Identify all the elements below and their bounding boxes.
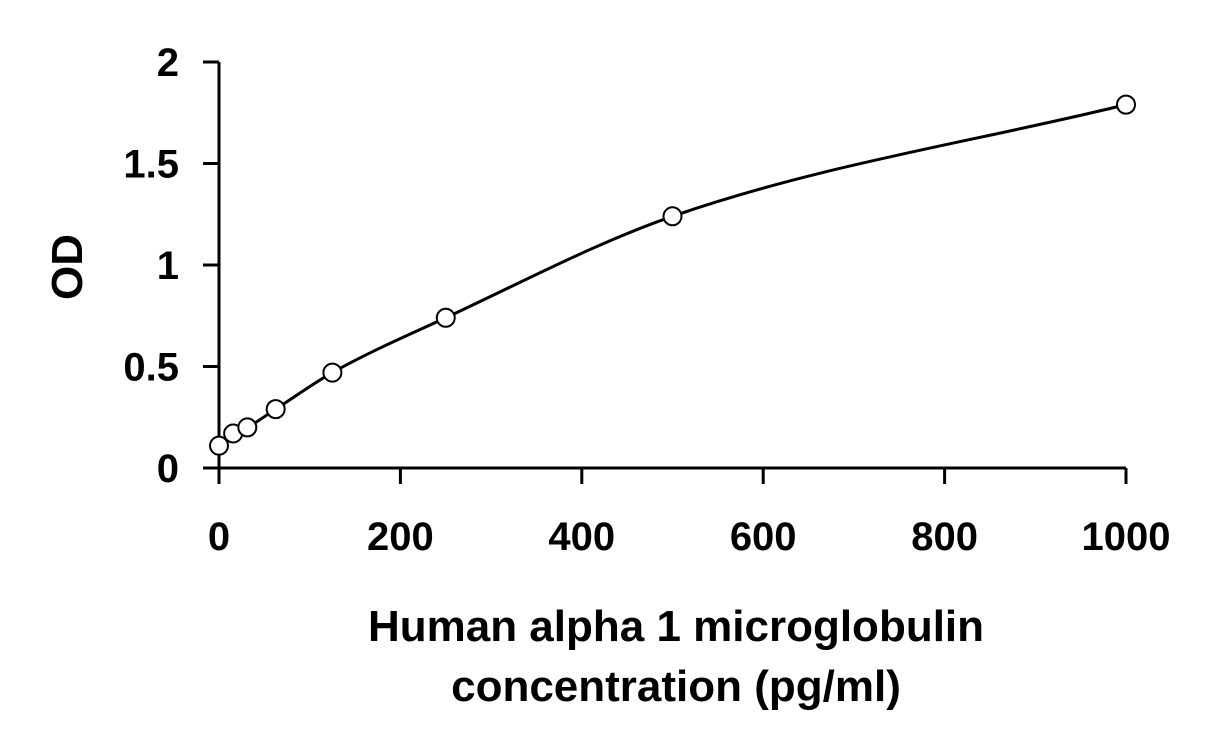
y-ticks: 0 0.5 1 1.5 2 [123,41,219,491]
data-point [1116,94,1136,115]
x-tick-label: 1000 [1082,515,1171,559]
data-point [435,307,456,328]
y-tick-label: 0.5 [123,346,179,390]
x-ticks: 0 200 400 600 800 1000 [208,468,1171,559]
x-axis-title-line-2: concentration (pg/ml) [451,662,901,711]
y-axis-title: OD [43,234,92,300]
x-tick-label: 600 [730,515,797,559]
data-points [209,94,1136,456]
fit-curve [218,103,1127,447]
x-axis-title-line-1: Human alpha 1 microglobulin [368,602,984,651]
x-tick-label: 400 [548,515,615,559]
x-tick-label: 0 [208,515,230,559]
y-tick-label: 0 [157,447,179,491]
data-point [662,206,683,227]
x-tick-label: 800 [911,515,978,559]
y-tick-label: 1 [157,244,179,288]
data-point [265,399,286,420]
x-tick-label: 200 [367,515,434,559]
y-tick-label: 2 [157,41,179,85]
data-point [322,362,343,383]
data-point [237,417,258,438]
axes [217,62,1126,470]
data-point [209,435,229,456]
y-tick-label: 1.5 [123,143,179,187]
